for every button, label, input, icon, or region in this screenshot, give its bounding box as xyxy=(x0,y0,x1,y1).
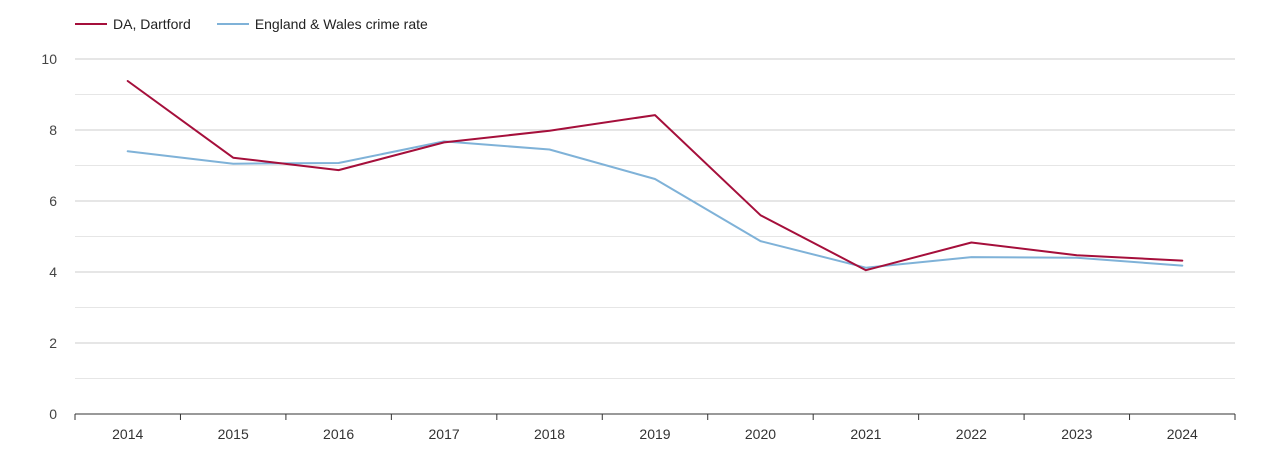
legend-label-england-wales: England & Wales crime rate xyxy=(254,16,428,32)
x-tick-label: 2015 xyxy=(218,426,249,442)
y-tick-label: 8 xyxy=(49,122,57,138)
y-tick-label: 0 xyxy=(49,406,57,422)
x-tick-label: 2023 xyxy=(1061,426,1092,442)
x-tick-label: 2024 xyxy=(1167,426,1198,442)
x-tick-label: 2021 xyxy=(850,426,881,442)
legend-item-dartford: DA, Dartford xyxy=(75,16,191,32)
series-line-england-wales xyxy=(126,140,1184,269)
legend: DA, Dartford England & Wales crime rate xyxy=(75,16,454,32)
legend-swatch-england-wales xyxy=(216,23,249,25)
legend-swatch-dartford xyxy=(75,23,107,25)
x-tick-label: 2014 xyxy=(112,426,143,442)
legend-item-england-wales: England & Wales crime rate xyxy=(216,16,428,32)
y-tick-label: 2 xyxy=(49,335,57,351)
y-tick-label: 6 xyxy=(49,193,57,209)
y-tick-label: 4 xyxy=(49,264,57,280)
x-tick-label: 2017 xyxy=(429,426,460,442)
x-tick-label: 2020 xyxy=(745,426,776,442)
x-tick-label: 2019 xyxy=(639,426,670,442)
y-tick-label: 10 xyxy=(41,51,57,67)
x-tick-label: 2016 xyxy=(323,426,354,442)
x-tick-label: 2018 xyxy=(534,426,565,442)
x-tick-label: 2022 xyxy=(956,426,987,442)
series-line-dartford xyxy=(126,80,1184,272)
legend-label-dartford: DA, Dartford xyxy=(113,16,191,32)
